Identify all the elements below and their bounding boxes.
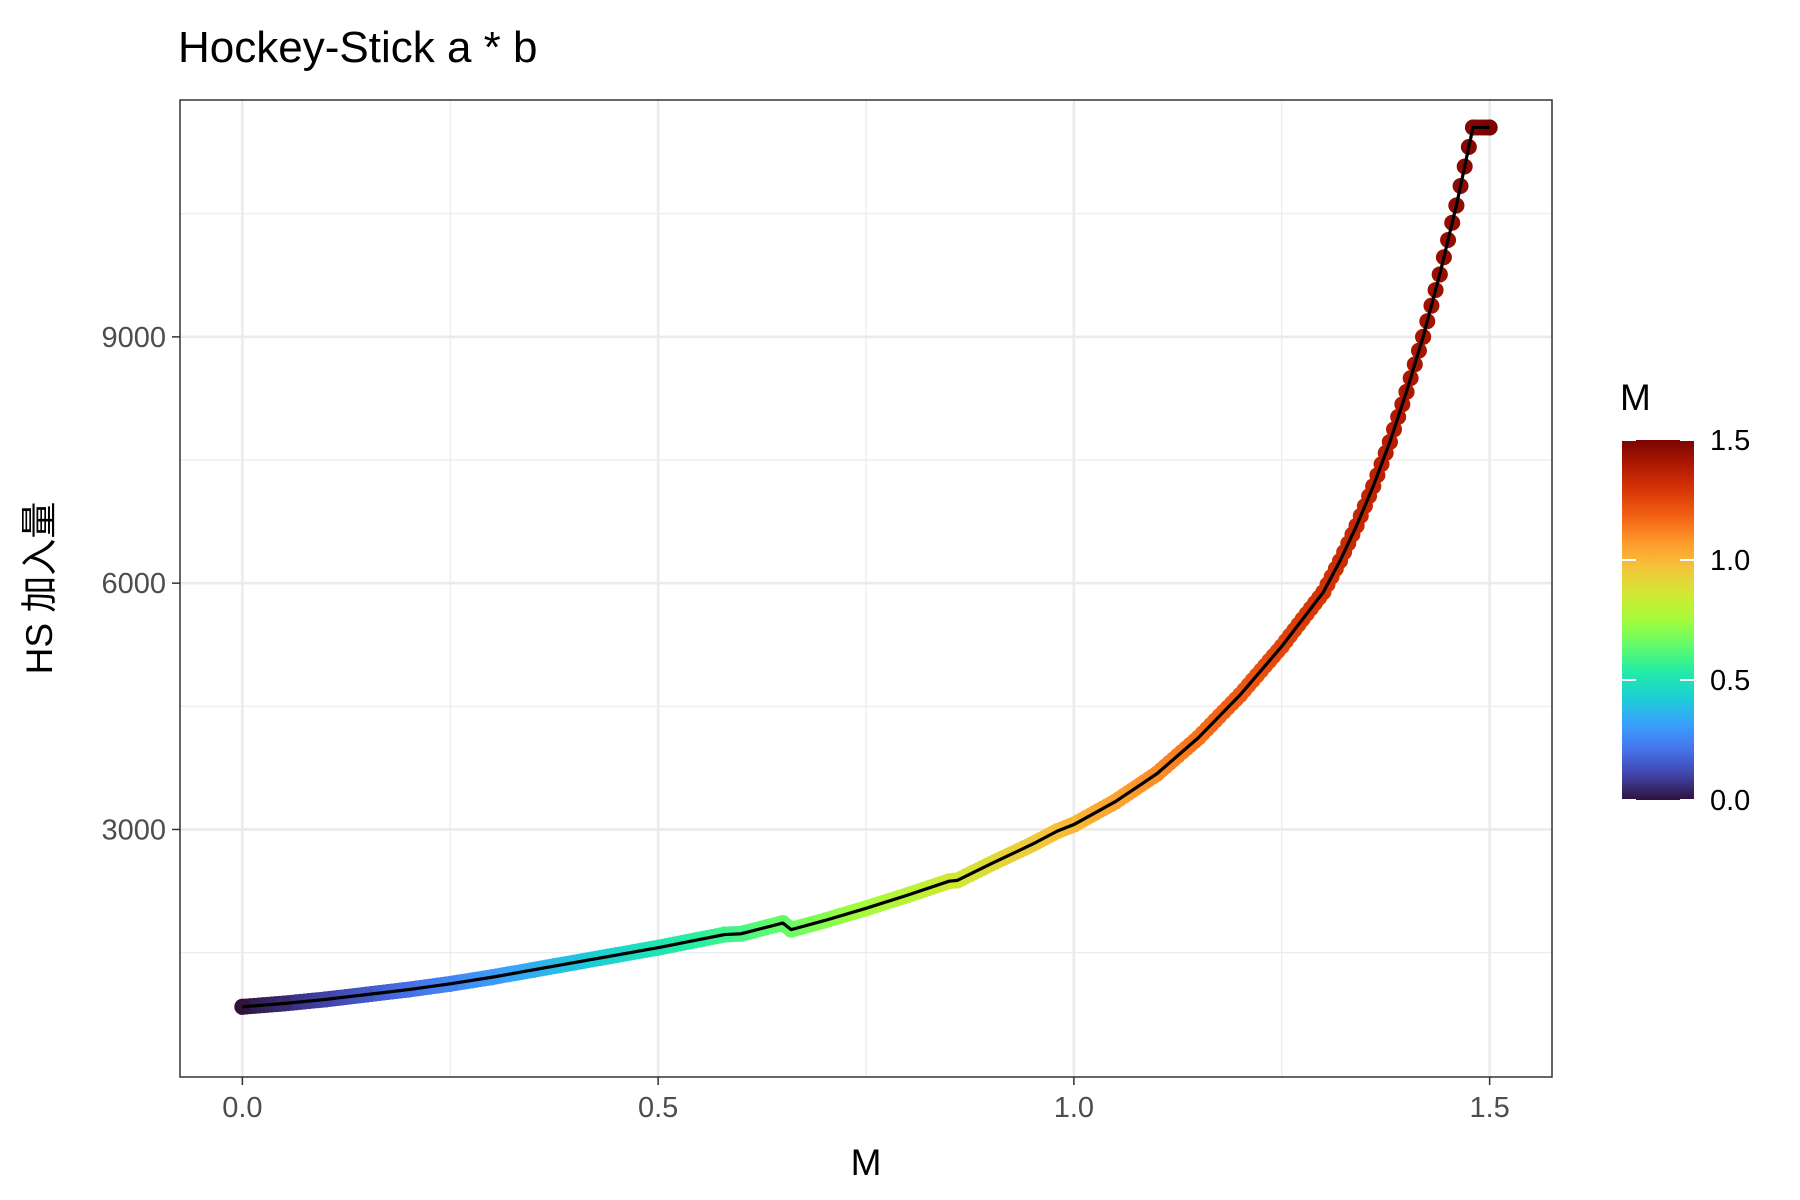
- colorbar-tick-label: 1.5: [1710, 425, 1750, 457]
- x-tick-label: 1.0: [1054, 1092, 1094, 1124]
- colorbar-legend: M 0.0 0.5 1.0 1.5: [1620, 377, 1750, 817]
- y-axis-title: HS 加入量: [19, 502, 60, 675]
- series-line: [242, 125, 1490, 1009]
- x-tick-label: 0.5: [638, 1092, 678, 1124]
- y-tick-label: 6000: [101, 568, 166, 600]
- x-axis-title: M: [851, 1142, 882, 1183]
- colorbar-tick-label: 0.0: [1710, 785, 1750, 817]
- gridlines: [180, 100, 1552, 1077]
- x-tick-label: 1.5: [1469, 1092, 1509, 1124]
- x-axis-ticks: 0.0 0.5 1.0 1.5: [222, 1077, 1510, 1124]
- plot-border: [179, 99, 1553, 1078]
- y-tick-label: 3000: [101, 814, 166, 846]
- chart-title: Hockey-Stick a * b: [178, 23, 537, 72]
- series-line-layer: [242, 125, 1490, 1009]
- colorbar: [1622, 440, 1694, 800]
- legend-title: M: [1620, 377, 1651, 418]
- colorbar-tick-label: 0.5: [1710, 665, 1750, 697]
- y-axis-ticks: 3000 6000 9000: [101, 322, 180, 846]
- y-tick-label: 9000: [101, 322, 166, 354]
- colorbar-ticks: 0.0 0.5 1.0 1.5: [1622, 425, 1750, 817]
- colorbar-tick-label: 1.0: [1710, 545, 1750, 577]
- x-tick-label: 0.0: [222, 1092, 262, 1124]
